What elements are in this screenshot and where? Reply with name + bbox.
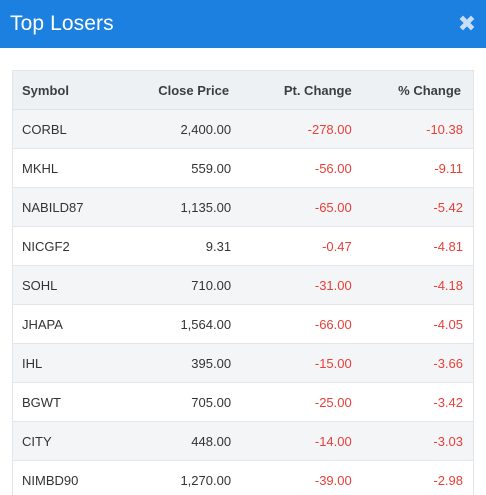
- table-row: CITY 448.00 -14.00 -3.03: [12, 421, 474, 461]
- close-price-cell: 9.31: [142, 226, 232, 266]
- pt-change-cell: -66.00: [231, 304, 352, 344]
- close-price-cell: 1,564.00: [142, 304, 232, 344]
- symbol-cell[interactable]: NICGF2: [12, 226, 143, 266]
- table-row: MKHL 559.00 -56.00 -9.11: [12, 148, 474, 188]
- column-header-close-price: Close Price: [142, 70, 232, 110]
- table-header: Symbol Close Price Pt. Change % Change: [12, 70, 474, 110]
- pt-change-cell: -56.00: [231, 148, 352, 188]
- table-body: CORBL 2,400.00 -278.00 -10.38 MKHL 559.0…: [12, 109, 474, 495]
- symbol-cell[interactable]: JHAPA: [12, 304, 143, 344]
- close-price-cell: 705.00: [142, 382, 232, 422]
- modal-title: Top Losers: [10, 12, 114, 35]
- close-price-cell: 395.00: [142, 343, 232, 383]
- column-header-pct-change: % Change: [351, 70, 474, 110]
- pt-change-cell: -31.00: [231, 265, 352, 305]
- close-price-cell: 559.00: [142, 148, 232, 188]
- column-header-pt-change: Pt. Change: [231, 70, 352, 110]
- table-row: BGWT 705.00 -25.00 -3.42: [12, 382, 474, 422]
- pt-change-cell: -15.00: [231, 343, 352, 383]
- modal-body: Symbol Close Price Pt. Change % Change C…: [0, 48, 486, 495]
- table-row: SOHL 710.00 -31.00 -4.18: [12, 265, 474, 305]
- symbol-cell[interactable]: MKHL: [12, 148, 143, 188]
- pt-change-cell: -278.00: [231, 109, 352, 149]
- symbol-cell[interactable]: NIMBD90: [12, 460, 143, 495]
- close-price-cell: 1,135.00: [142, 187, 232, 227]
- symbol-cell[interactable]: IHL: [12, 343, 143, 383]
- column-header-symbol: Symbol: [12, 70, 143, 110]
- close-price-cell: 2,400.00: [142, 109, 232, 149]
- symbol-cell[interactable]: NABILD87: [12, 187, 143, 227]
- close-price-cell: 710.00: [142, 265, 232, 305]
- table-row: IHL 395.00 -15.00 -3.66: [12, 343, 474, 383]
- top-losers-table: Symbol Close Price Pt. Change % Change C…: [12, 70, 474, 495]
- pct-change-cell: -4.81: [351, 226, 474, 266]
- symbol-cell[interactable]: BGWT: [12, 382, 143, 422]
- pt-change-cell: -65.00: [231, 187, 352, 227]
- pct-change-cell: -2.98: [351, 460, 474, 495]
- table-row: JHAPA 1,564.00 -66.00 -4.05: [12, 304, 474, 344]
- modal-header: Top Losers ✖: [0, 0, 486, 48]
- table-row: CORBL 2,400.00 -278.00 -10.38: [12, 109, 474, 149]
- table-header-row: Symbol Close Price Pt. Change % Change: [12, 70, 474, 110]
- table-row: NABILD87 1,135.00 -65.00 -5.42: [12, 187, 474, 227]
- pct-change-cell: -9.11: [351, 148, 474, 188]
- table-row: NIMBD90 1,270.00 -39.00 -2.98: [12, 460, 474, 495]
- table-row: NICGF2 9.31 -0.47 -4.81: [12, 226, 474, 266]
- pct-change-cell: -3.66: [351, 343, 474, 383]
- pt-change-cell: -39.00: [231, 460, 352, 495]
- symbol-cell[interactable]: CITY: [12, 421, 143, 461]
- pct-change-cell: -5.42: [351, 187, 474, 227]
- pct-change-cell: -3.03: [351, 421, 474, 461]
- pt-change-cell: -0.47: [231, 226, 352, 266]
- close-price-cell: 448.00: [142, 421, 232, 461]
- pt-change-cell: -25.00: [231, 382, 352, 422]
- pct-change-cell: -3.42: [351, 382, 474, 422]
- symbol-cell[interactable]: CORBL: [12, 109, 143, 149]
- pt-change-cell: -14.00: [231, 421, 352, 461]
- pct-change-cell: -4.05: [351, 304, 474, 344]
- close-icon[interactable]: ✖: [457, 11, 477, 36]
- symbol-cell[interactable]: SOHL: [12, 265, 143, 305]
- close-price-cell: 1,270.00: [142, 460, 232, 495]
- pct-change-cell: -10.38: [351, 109, 474, 149]
- pct-change-cell: -4.18: [351, 265, 474, 305]
